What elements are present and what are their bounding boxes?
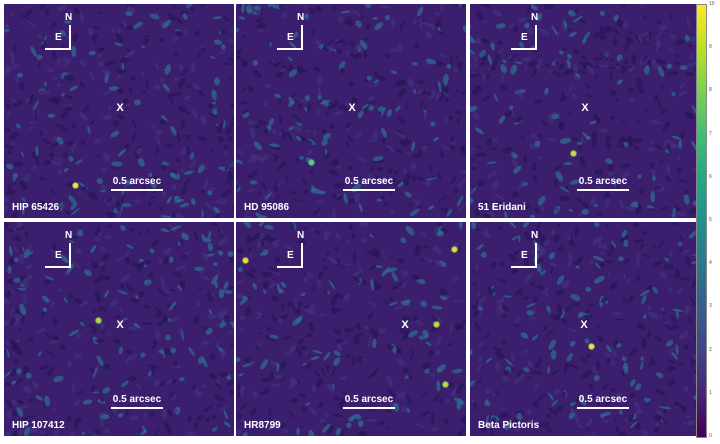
scale-bar: 0.5 arcsec [577, 176, 629, 191]
north-label: N [65, 12, 73, 23]
star-position-marker: X [580, 319, 588, 331]
colorbar-tick-label: 4 [709, 260, 712, 267]
star-position-marker: X [348, 102, 356, 114]
north-arrow [69, 25, 71, 50]
image-panel: N E X 0.5 arcsec Beta Pictoris [470, 222, 700, 436]
north-arrow [301, 243, 303, 268]
east-arrow [45, 266, 71, 268]
panel-label: HIP 107412 [12, 420, 65, 431]
noise-background [4, 4, 234, 218]
image-panel: N E X 0.5 arcsec HIP 65426 [4, 4, 234, 218]
image-panel: N E X 0.5 arcsec HD 95086 [236, 4, 466, 218]
scale-bar: 0.5 arcsec [111, 394, 163, 409]
east-label: E [55, 32, 62, 43]
colorbar-tick-label: 10 [709, 1, 715, 7]
colorbar-tick-label: 5 [709, 217, 712, 223]
colorbar [696, 4, 707, 438]
image-panel: N E X 0.5 arcsec 51 Eridani [470, 4, 700, 218]
colorbar-tick-label: 0 [709, 433, 712, 439]
panel-label: 51 Eridani [478, 202, 526, 213]
companion-source [588, 342, 596, 350]
star-position-marker: X [401, 319, 409, 331]
north-arrow [69, 243, 71, 268]
companion-source [432, 321, 440, 329]
scale-bar: 0.5 arcsec [343, 176, 395, 191]
star-position-marker: X [116, 319, 124, 331]
panel-label: HIP 65426 [12, 202, 60, 213]
north-label: N [297, 12, 305, 23]
panel-label: Beta Pictoris [478, 420, 540, 431]
east-arrow [45, 48, 71, 50]
scale-label: 0.5 arcsec [344, 176, 394, 187]
colorbar-tick-label: 7 [709, 130, 712, 137]
scale-bar: 0.5 arcsec [343, 394, 395, 409]
scale-line [111, 189, 163, 191]
east-arrow [511, 48, 537, 50]
scale-line [343, 407, 395, 409]
panel-label: HD 95086 [244, 202, 290, 213]
noise-background [4, 222, 234, 436]
scale-label: 0.5 arcsec [112, 394, 162, 405]
companion-source [451, 246, 458, 254]
scale-line [343, 189, 395, 191]
colorbar-tick-label: 8 [709, 87, 712, 94]
east-arrow [511, 266, 537, 268]
north-label: N [531, 12, 539, 23]
image-panel: N E X 0.5 arcsec HIP 107412 [4, 222, 234, 436]
noise-background [236, 222, 466, 436]
companion-source [570, 150, 577, 158]
east-label: E [521, 250, 528, 261]
noise-background [470, 222, 700, 436]
east-label: E [55, 250, 62, 261]
east-label: E [287, 32, 294, 43]
east-arrow [277, 48, 303, 50]
colorbar-tick-label: 6 [709, 173, 712, 180]
scale-line [577, 407, 629, 409]
scale-line [111, 407, 163, 409]
noise-background [236, 4, 466, 218]
north-arrow [535, 243, 537, 268]
companion-source [94, 316, 102, 324]
companion-source [71, 182, 79, 190]
colorbar-tick-label: 9 [709, 44, 712, 51]
east-label: E [521, 32, 528, 43]
image-panel: N E X 0.5 arcsec HR8799 [236, 222, 466, 436]
colorbar-tick-label: 2 [709, 346, 712, 353]
north-label: N [297, 230, 305, 241]
scale-label: 0.5 arcsec [344, 394, 394, 405]
scale-bar: 0.5 arcsec [577, 394, 629, 409]
scale-label: 0.5 arcsec [578, 176, 628, 187]
star-position-marker: X [581, 102, 589, 114]
north-arrow [301, 25, 303, 50]
scale-label: 0.5 arcsec [112, 176, 162, 187]
companion-source [441, 381, 449, 389]
scale-label: 0.5 arcsec [578, 394, 628, 405]
north-label: N [65, 230, 73, 241]
companion-source [241, 257, 249, 265]
star-position-marker: X [116, 102, 124, 114]
north-label: N [531, 230, 539, 241]
north-arrow [535, 25, 537, 50]
east-label: E [287, 250, 294, 261]
scale-line [577, 189, 629, 191]
colorbar-tick-label: 1 [709, 389, 712, 396]
colorbar-tick-label: 3 [709, 303, 712, 310]
noise-background [470, 4, 700, 218]
companion-source [308, 158, 316, 166]
east-arrow [277, 266, 303, 268]
scale-bar: 0.5 arcsec [111, 176, 163, 191]
panel-label: HR8799 [244, 420, 281, 431]
